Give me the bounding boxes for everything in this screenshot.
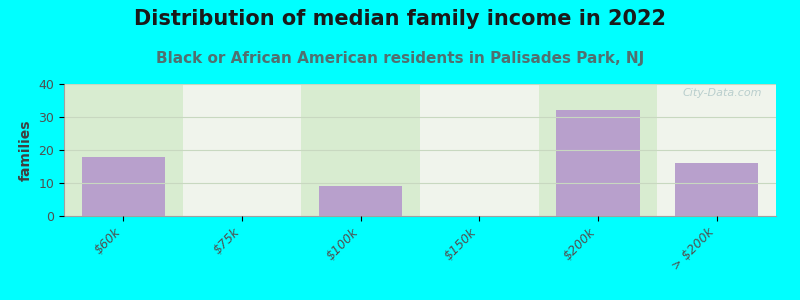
Bar: [64, 84, 182, 216]
Bar: [658, 84, 776, 216]
Text: Black or African American residents in Palisades Park, NJ: Black or African American residents in P…: [156, 51, 644, 66]
Bar: [302, 84, 420, 216]
Y-axis label: families: families: [19, 119, 33, 181]
Text: Distribution of median family income in 2022: Distribution of median family income in …: [134, 9, 666, 29]
Bar: [319, 186, 402, 216]
Bar: [420, 84, 538, 216]
Bar: [182, 84, 302, 216]
Bar: [538, 84, 658, 216]
Bar: [82, 157, 165, 216]
Bar: [675, 163, 758, 216]
Text: City-Data.com: City-Data.com: [682, 88, 762, 98]
Bar: [557, 110, 639, 216]
